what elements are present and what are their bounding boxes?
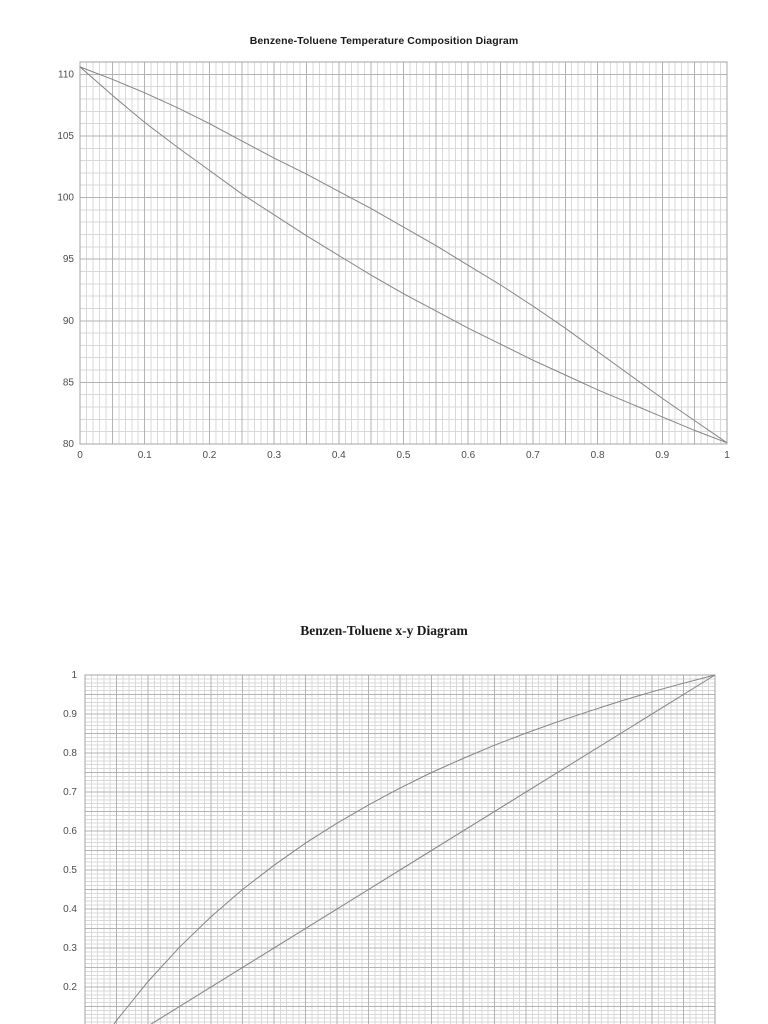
x-tick-label: 1 [724,450,730,461]
y-tick-label: 0.8 [63,748,77,759]
y-tick-label: 0.3 [63,943,77,954]
y-tick-label: 0.9 [63,709,77,720]
x-tick-label: 0.3 [267,450,281,461]
major-gridlines [79,62,728,445]
y-tick-label: 90 [63,316,75,327]
y-tick-label: 80 [63,439,75,450]
y-tick-label: 0.2 [63,982,77,993]
x-tick-label: 0.2 [202,450,216,461]
x-tick-label: 0 [77,450,83,461]
equilibrium-curve [113,674,716,1024]
txy-chart-title: Benzene-Toluene Temperature Composition … [249,35,519,47]
xy-chart-title: Benzen-Toluene x-y Diagram [300,623,468,638]
bubble-point-liquid-curve [79,66,728,444]
x-tick-label: 0.8 [591,450,605,461]
y-tick-label: 85 [63,377,75,388]
y-equals-x-diagonal [150,674,716,1024]
xy-chart: 1 0.9 0.8 0.7 0.6 0.5 0.4 0.3 0.2 [63,670,716,1024]
x-tick-label: 0.5 [397,450,411,461]
x-tick-label: 0.6 [461,450,475,461]
x-tick-label: 0.9 [655,450,669,461]
x-tick-label: 0.7 [526,450,540,461]
y-tick-label: 0.7 [63,787,77,798]
y-tick-label: 0.5 [63,865,77,876]
plot-border [79,61,728,445]
dew-point-vapor-curve [79,66,728,444]
major-gridlines [84,674,716,1024]
y-tick-label: 100 [57,193,74,204]
y-tick-label: 0.6 [63,826,77,837]
y-tick-label: 0.4 [63,904,77,915]
plot-border [84,674,716,1024]
y-tick-label: 110 [58,69,74,80]
tick-labels: 110 105 100 95 90 85 800 0.1 0.2 0.3 0.4 0.5 0.6 0.7 0… [57,69,730,461]
y-tick-label: 105 [57,131,74,142]
y-tick-label: 1 [71,670,77,681]
x-tick-label: 0.4 [332,450,346,461]
tick-labels: 1 0.9 0.8 0.7 0.6 0.5 0.4 0.3 0.2 [63,670,77,993]
txy-chart: 110 105 100 95 90 85 800 0.1 0.2 0.3 0.4 0.5 0.6 0.7 0… [57,61,730,461]
x-tick-label: 0.1 [138,450,152,461]
y-tick-label: 95 [63,254,75,265]
